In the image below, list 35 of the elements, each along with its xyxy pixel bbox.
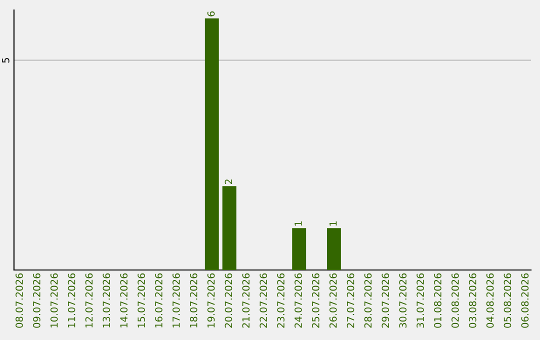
data-label: 6 [207,11,215,16]
x-tick-label: 22.07.2026 [260,273,268,328]
x-tick-label: 01.08.2026 [434,273,442,328]
x-tick-label: 13.07.2026 [102,273,110,328]
y-tick-label: 5 [2,58,10,63]
x-tick-label: 12.07.2026 [85,273,93,328]
x-tick-label: 04.08.2026 [486,273,494,328]
x-tick-label: 17.07.2026 [172,273,180,328]
data-label: 2 [224,180,232,184]
x-tick-label: 25.07.2026 [312,273,320,328]
x-tick-label: 26.07.2026 [329,273,337,328]
x-tick-label: 31.07.2026 [416,273,424,328]
x-tick-label: 11.07.2026 [68,273,76,328]
x-tick-label: 16.07.2026 [155,273,162,328]
data-label: 1 [294,221,302,226]
x-tick-label: 27.07.2026 [346,273,354,328]
x-tick-label: 08.07.2026 [16,273,23,328]
x-tick-label: 15.07.2026 [138,273,145,328]
x-tick-label: 18.07.2026 [190,273,198,328]
x-tick-label: 24.07.2026 [294,273,302,328]
x-tick-label: 10.07.2026 [50,273,58,328]
data-label: 1 [330,221,337,226]
x-tick-label: 03.08.2026 [468,273,476,328]
x-tick-label: 23.07.2026 [277,273,284,328]
x-tick-label: 09.07.2026 [33,273,40,328]
x-tick-label: 02.08.2026 [451,273,459,328]
x-tick-label: 06.08.2026 [521,273,529,328]
x-tick-label: 28.07.2026 [364,273,372,328]
x-tick-label: 19.07.2026 [207,273,215,328]
x-tick-label: 14.07.2026 [120,273,128,328]
x-tick-label: 29.07.2026 [382,273,390,328]
x-tick-label: 20.07.2026 [224,273,232,328]
x-tick-label: 21.07.2026 [242,273,250,328]
x-tick-label: 30.07.2026 [399,273,407,328]
x-tick-label: 05.08.2026 [504,273,512,328]
